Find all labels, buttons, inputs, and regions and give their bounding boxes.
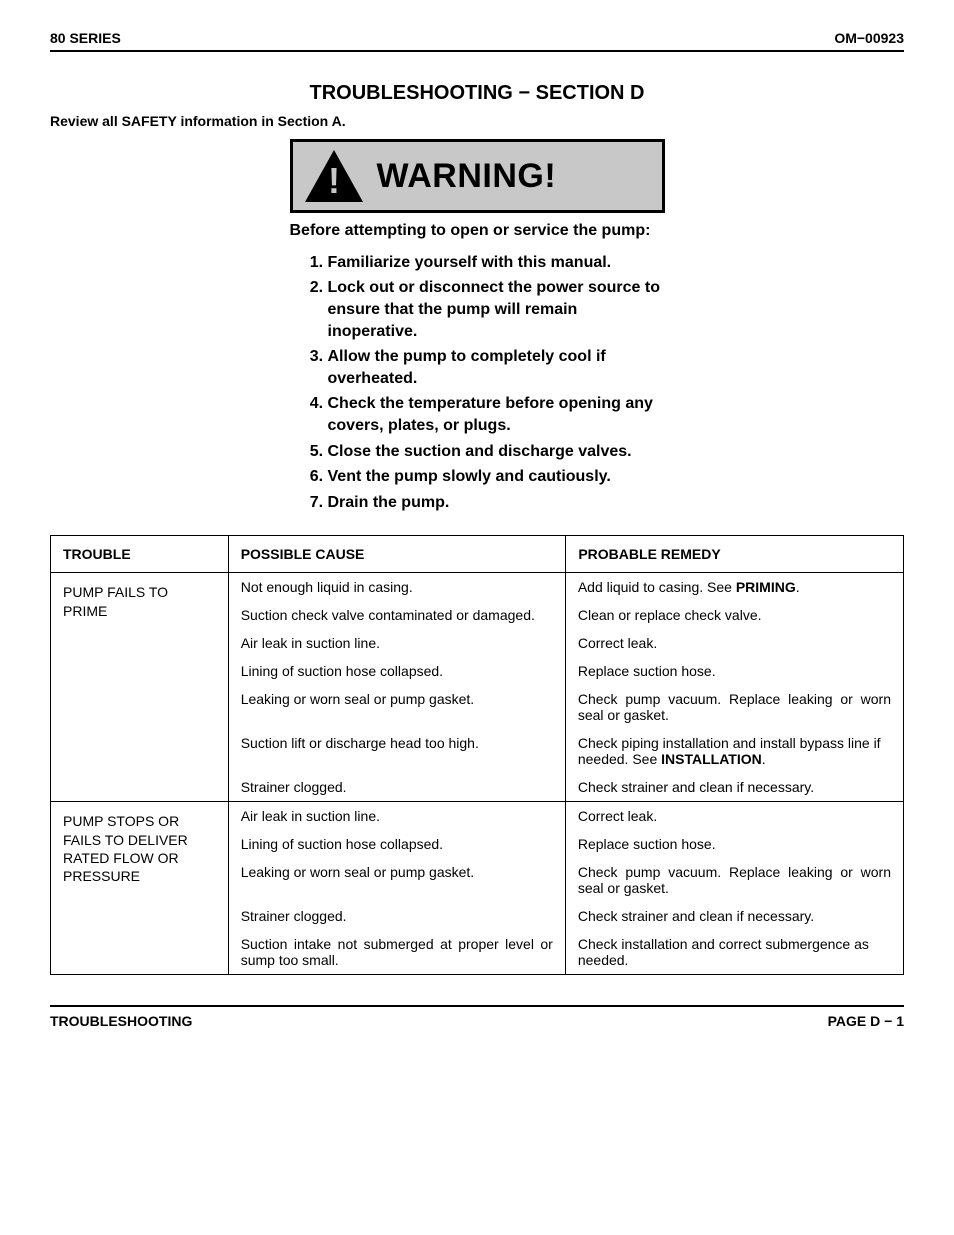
col-header-remedy: PROBABLE REMEDY <box>566 536 904 573</box>
col-header-cause: POSSIBLE CAUSE <box>228 536 566 573</box>
probable-remedy: Clean or replace check valve. <box>566 601 903 629</box>
possible-cause: Leaking or worn seal or pump gasket. <box>229 685 566 729</box>
possible-cause: Suction check valve contaminated or dama… <box>229 601 566 629</box>
table-group-row: PUMP STOPS OR FAILS TO DELIVER RATED FLO… <box>51 802 904 975</box>
possible-cause: Not enough liquid in casing. <box>229 573 566 601</box>
warning-step: Allow the pump to completely cool if ove… <box>328 346 665 389</box>
trouble-cell: PUMP FAILS TO PRIME <box>51 573 229 802</box>
cause-remedy-row: Suction lift or discharge head too high.… <box>229 729 903 773</box>
cause-remedy-row: Leaking or worn seal or pump gasket.Chec… <box>229 685 903 729</box>
probable-remedy: Add liquid to casing. See PRIMING. <box>566 573 903 601</box>
probable-remedy: Correct leak. <box>566 802 903 830</box>
warning-step: Familiarize yourself with this manual. <box>328 252 665 274</box>
probable-remedy: Check pump vacuum. Replace leaking or wo… <box>566 858 903 902</box>
probable-remedy: Replace suction hose. <box>566 830 903 858</box>
cause-remedy-row: Strainer clogged.Check strainer and clea… <box>229 902 903 930</box>
probable-remedy: Check installation and correct submergen… <box>566 930 903 974</box>
page-footer: TROUBLESHOOTING PAGE D − 1 <box>50 1013 904 1029</box>
warning-label: WARNING! <box>377 157 557 196</box>
warning-step: Close the suction and discharge valves. <box>328 441 665 463</box>
warning-steps-list: Familiarize yourself with this manual. Lo… <box>290 252 665 514</box>
probable-remedy: Check pump vacuum. Replace leaking or wo… <box>566 685 903 729</box>
warning-before-text: Before attempting to open or service the… <box>290 221 665 242</box>
possible-cause: Air leak in suction line. <box>229 802 566 830</box>
footer-rule <box>50 1005 904 1007</box>
cause-remedy-row: Lining of suction hose collapsed.Replace… <box>229 830 903 858</box>
header-left: 80 SERIES <box>50 30 121 46</box>
review-safety-line: Review all SAFETY information in Section… <box>50 113 904 129</box>
cause-remedy-row: Strainer clogged.Check strainer and clea… <box>229 773 903 801</box>
possible-cause: Leaking or worn seal or pump gasket. <box>229 858 566 902</box>
cause-remedy-container: Not enough liquid in casing.Add liquid t… <box>228 573 903 802</box>
table-header-row: TROUBLE POSSIBLE CAUSE PROBABLE REMEDY <box>51 536 904 573</box>
warning-box: ! WARNING! <box>290 139 665 213</box>
warning-step: Vent the pump slowly and cautiously. <box>328 466 665 488</box>
probable-remedy: Replace suction hose. <box>566 657 903 685</box>
possible-cause: Strainer clogged. <box>229 773 566 801</box>
svg-text:!: ! <box>328 160 340 201</box>
trouble-cell: PUMP STOPS OR FAILS TO DELIVER RATED FLO… <box>51 802 229 975</box>
cause-remedy-row: Air leak in suction line.Correct leak. <box>229 629 903 657</box>
possible-cause: Strainer clogged. <box>229 902 566 930</box>
col-header-trouble: TROUBLE <box>51 536 229 573</box>
section-title: TROUBLESHOOTING − SECTION D <box>50 82 904 105</box>
cause-remedy-row: Suction intake not submerged at proper l… <box>229 930 903 974</box>
cause-remedy-container: Air leak in suction line.Correct leak.Li… <box>228 802 903 975</box>
possible-cause: Suction lift or discharge head too high. <box>229 729 566 773</box>
possible-cause: Lining of suction hose collapsed. <box>229 657 566 685</box>
probable-remedy: Correct leak. <box>566 629 903 657</box>
warning-block: ! WARNING! Before attempting to open or … <box>290 139 665 513</box>
warning-step: Check the temperature before opening any… <box>328 393 665 436</box>
cause-remedy-row: Air leak in suction line.Correct leak. <box>229 802 903 830</box>
probable-remedy: Check strainer and clean if necessary. <box>566 773 903 801</box>
cause-remedy-row: Not enough liquid in casing.Add liquid t… <box>229 573 903 601</box>
probable-remedy: Check strainer and clean if necessary. <box>566 902 903 930</box>
header-rule <box>50 50 904 52</box>
troubleshooting-table: TROUBLE POSSIBLE CAUSE PROBABLE REMEDY P… <box>50 535 904 975</box>
cause-remedy-row: Suction check valve contaminated or dama… <box>229 601 903 629</box>
cause-remedy-row: Lining of suction hose collapsed.Replace… <box>229 657 903 685</box>
possible-cause: Lining of suction hose collapsed. <box>229 830 566 858</box>
warning-step: Lock out or disconnect the power source … <box>328 277 665 342</box>
header-right: OM−00923 <box>834 30 904 46</box>
footer-right: PAGE D − 1 <box>828 1013 904 1029</box>
table-group-row: PUMP FAILS TO PRIMENot enough liquid in … <box>51 573 904 802</box>
probable-remedy: Check piping installation and install by… <box>566 729 903 773</box>
footer-left: TROUBLESHOOTING <box>50 1013 192 1029</box>
warning-triangle-icon: ! <box>305 150 363 202</box>
page-header: 80 SERIES OM−00923 <box>50 30 904 46</box>
possible-cause: Air leak in suction line. <box>229 629 566 657</box>
warning-step: Drain the pump. <box>328 492 665 514</box>
cause-remedy-row: Leaking or worn seal or pump gasket.Chec… <box>229 858 903 902</box>
possible-cause: Suction intake not submerged at proper l… <box>229 930 566 974</box>
